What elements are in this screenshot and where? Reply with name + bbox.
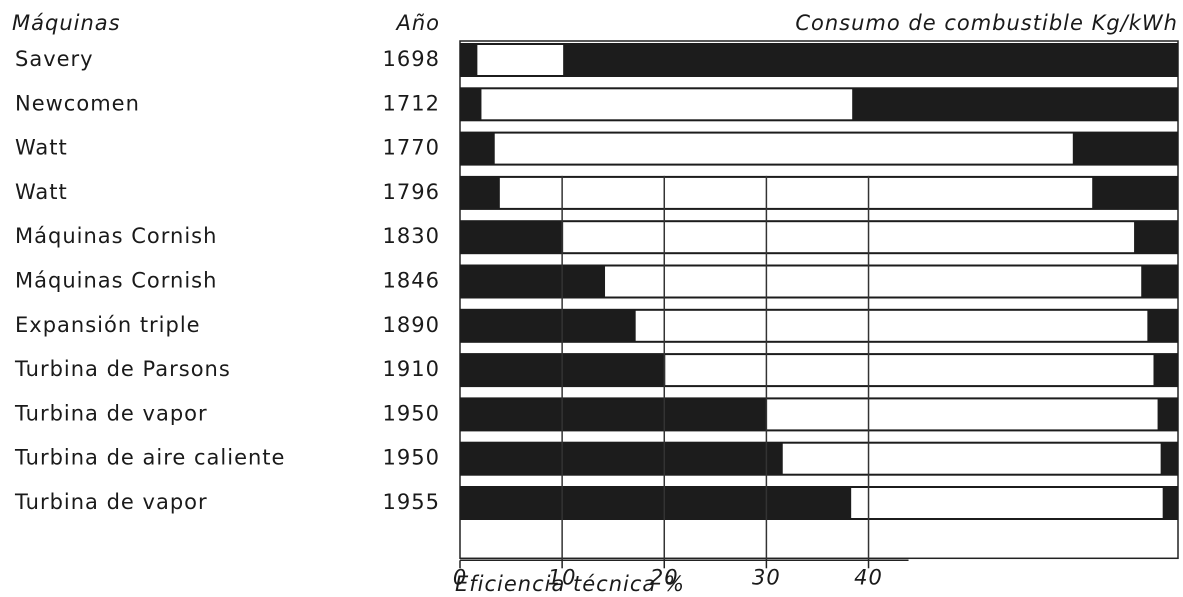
machine-label: Watt bbox=[15, 136, 68, 160]
x-tick-label: 10 bbox=[548, 565, 577, 589]
efficiency-bar bbox=[460, 266, 606, 297]
year-label: 1698 bbox=[383, 47, 440, 71]
efficiency-bar bbox=[460, 443, 783, 474]
consumption-header: Consumo de combustible Kg/kWh bbox=[795, 11, 1178, 35]
consumption-bar bbox=[477, 45, 564, 75]
consumption-bar bbox=[563, 222, 1135, 253]
consumption-bar bbox=[481, 89, 853, 120]
year-label: 1950 bbox=[383, 401, 440, 425]
year-label: 1846 bbox=[383, 269, 440, 293]
category-header: Máquinas bbox=[12, 11, 121, 35]
machine-label: Turbina de aire caliente bbox=[14, 446, 285, 470]
x-tick-label: 40 bbox=[854, 565, 883, 589]
consumption-bar bbox=[851, 488, 1163, 518]
machine-label: Watt bbox=[15, 180, 68, 204]
efficiency-bar bbox=[460, 177, 500, 208]
consumption-bar bbox=[605, 266, 1142, 297]
year-label: 1770 bbox=[383, 136, 440, 160]
efficiency-bar bbox=[460, 89, 482, 120]
x-tick-label: 30 bbox=[752, 565, 781, 589]
row-background bbox=[460, 43, 1178, 77]
efficiency-bar bbox=[460, 310, 636, 341]
year-label: 1955 bbox=[383, 490, 440, 514]
machine-label: Máquinas Cornish bbox=[15, 269, 217, 293]
year-label: 1890 bbox=[383, 313, 440, 337]
year-label: 1910 bbox=[383, 357, 440, 381]
year-header: Año bbox=[394, 11, 440, 35]
efficiency-bar bbox=[460, 399, 767, 430]
year-label: 1712 bbox=[383, 91, 440, 115]
efficiency-bar bbox=[460, 488, 852, 518]
machine-label: Turbina de vapor bbox=[14, 401, 208, 425]
machine-label: Savery bbox=[15, 47, 94, 71]
x-axis-label: Eficiencia técnica % bbox=[455, 572, 685, 596]
x-tick-label: 20 bbox=[650, 565, 679, 589]
x-tick-label: 0 bbox=[453, 565, 467, 589]
machine-label: Turbina de vapor bbox=[14, 490, 208, 514]
efficiency-bar bbox=[460, 133, 495, 164]
efficiency-bar bbox=[460, 222, 564, 253]
year-label: 1796 bbox=[383, 180, 440, 204]
consumption-bar bbox=[494, 133, 1073, 164]
consumption-bar bbox=[635, 310, 1148, 341]
consumption-bar bbox=[665, 355, 1154, 386]
machine-label: Máquinas Cornish bbox=[15, 224, 217, 248]
consumption-bar bbox=[782, 443, 1161, 474]
year-label: 1830 bbox=[383, 224, 440, 248]
machine-label: Newcomen bbox=[15, 91, 140, 115]
year-label: 1950 bbox=[383, 446, 440, 470]
machine-label: Expansión triple bbox=[15, 313, 201, 337]
machine-label: Turbina de Parsons bbox=[14, 357, 231, 381]
consumption-bar bbox=[499, 177, 1093, 208]
consumption-bar bbox=[766, 399, 1158, 430]
efficiency-bar bbox=[460, 45, 478, 75]
